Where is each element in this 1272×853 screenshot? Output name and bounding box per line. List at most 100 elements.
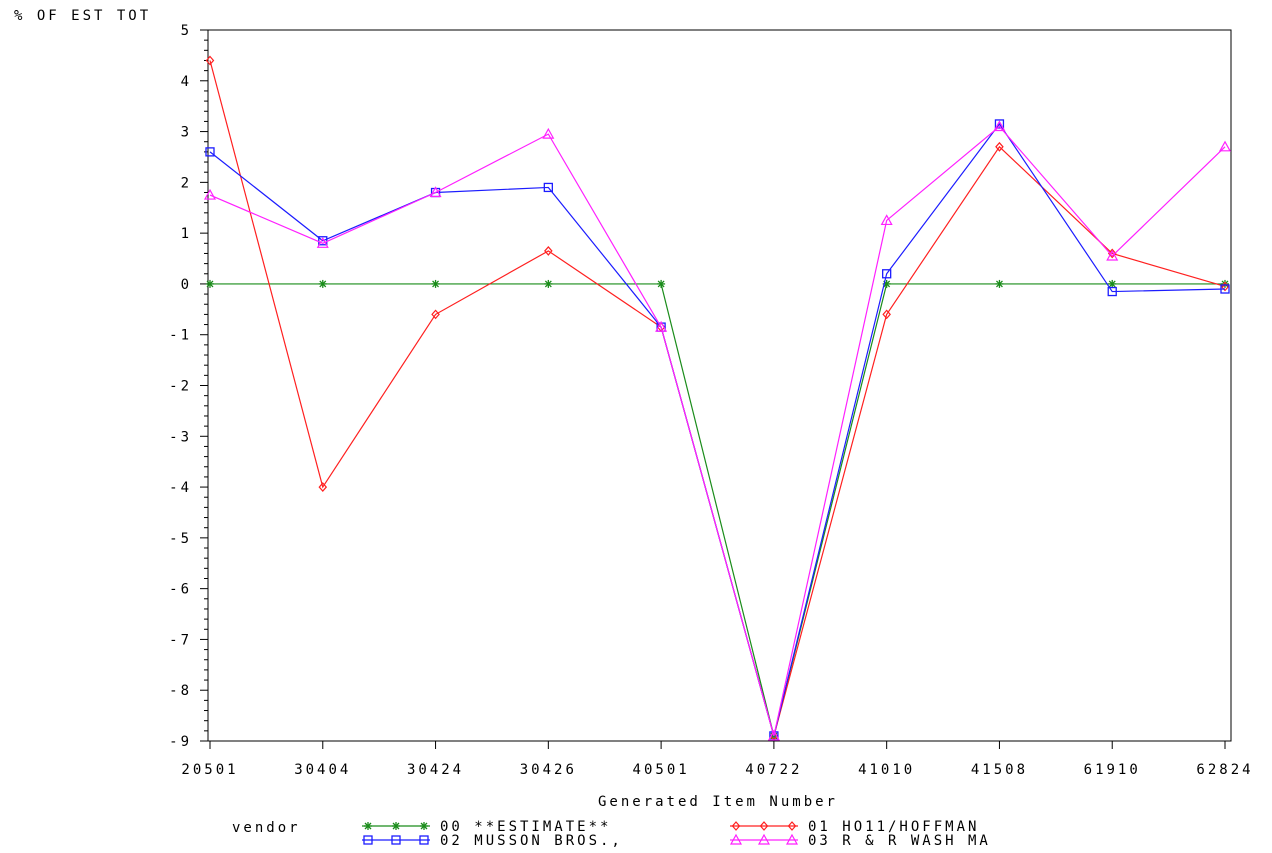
marker-star bbox=[431, 279, 440, 288]
y-tick-label: -4 bbox=[169, 480, 192, 496]
series-triangle bbox=[203, 120, 1232, 741]
marker-diamond bbox=[544, 246, 553, 256]
marker-stroke bbox=[319, 280, 327, 288]
y-tick-label: -8 bbox=[169, 683, 192, 699]
series-line bbox=[209, 60, 1226, 739]
y-tick-label: 1 bbox=[181, 226, 192, 242]
x-axis: 20501 30404 30424 30426 40501 40722 41010 41508… bbox=[181, 741, 1253, 778]
legend-label: 01 HO11/HOFFMAN bbox=[808, 819, 979, 835]
marker-stroke bbox=[544, 280, 552, 288]
marker-square bbox=[318, 236, 328, 246]
y-tick-label: 4 bbox=[181, 74, 192, 90]
y-tick-label: 0 bbox=[181, 277, 192, 293]
x-tick-label: 40722 bbox=[745, 762, 802, 778]
y-tick-label: -1 bbox=[169, 328, 192, 344]
marker-diamond bbox=[1107, 248, 1117, 259]
marker-diamond bbox=[731, 821, 741, 831]
marker-triangle bbox=[1218, 140, 1232, 152]
series-diamond bbox=[205, 55, 1230, 741]
marker-star bbox=[364, 822, 372, 830]
marker-triangle bbox=[203, 188, 217, 200]
marker-stroke bbox=[420, 822, 428, 830]
x-tick-label: 41010 bbox=[858, 762, 915, 778]
y-tick-label: -9 bbox=[169, 734, 192, 750]
y-axis-label: % OF EST TOT bbox=[14, 8, 151, 24]
marker-square bbox=[1220, 284, 1230, 294]
marker-stroke bbox=[995, 280, 1003, 288]
marker-triangle bbox=[542, 127, 555, 139]
x-tick-label: 41508 bbox=[971, 762, 1028, 778]
y-tick-label: 3 bbox=[181, 125, 192, 141]
marker-star bbox=[544, 279, 553, 288]
x-tick-label: 30404 bbox=[294, 762, 351, 778]
x-tick-label: 20501 bbox=[181, 762, 238, 778]
y-tick-label: -5 bbox=[169, 531, 192, 547]
y-tick-label: -2 bbox=[169, 379, 192, 395]
y-axis: 5 4 3 2 1 0 -1 -2 -3 -4 -5 -6 -7 -8 -9 bbox=[169, 23, 208, 750]
marker-triangle bbox=[880, 214, 893, 226]
series-line bbox=[210, 283, 1225, 737]
marker-square bbox=[363, 835, 373, 845]
marker-diamond bbox=[205, 55, 215, 66]
marker-square bbox=[205, 147, 215, 157]
marker-star bbox=[995, 279, 1004, 288]
marker-square bbox=[391, 835, 401, 845]
legend-item: 02 MUSSON BROS., bbox=[362, 833, 623, 849]
marker-star bbox=[206, 279, 214, 288]
x-tick-label: 62824 bbox=[1196, 762, 1253, 778]
marker-triangle bbox=[655, 320, 668, 332]
legend-title: vendor bbox=[232, 820, 301, 836]
marker-square bbox=[1107, 286, 1117, 297]
marker-diamond bbox=[995, 141, 1004, 152]
marker-diamond bbox=[318, 482, 328, 492]
marker-square bbox=[543, 182, 553, 193]
x-tick-label: 40501 bbox=[633, 762, 690, 778]
y-tick-label: 5 bbox=[181, 23, 192, 39]
marker-stroke bbox=[432, 280, 440, 288]
marker-diamond bbox=[787, 821, 797, 831]
marker-stroke bbox=[206, 280, 214, 288]
x-tick-label: 61910 bbox=[1084, 762, 1141, 778]
y-tick-label: -7 bbox=[169, 632, 192, 648]
marker-triangle bbox=[757, 833, 771, 845]
plot-frame bbox=[207, 29, 1232, 742]
marker-stroke bbox=[657, 280, 665, 288]
marker-square bbox=[882, 269, 892, 279]
series-line bbox=[209, 125, 1226, 737]
marker-star bbox=[392, 822, 400, 830]
marker-stroke bbox=[1108, 280, 1116, 288]
y-tick-label: -6 bbox=[169, 582, 192, 598]
marker-triangle bbox=[785, 833, 799, 845]
marker-diamond bbox=[431, 309, 440, 320]
marker-diamond bbox=[759, 821, 769, 831]
marker-triangle bbox=[767, 729, 780, 741]
x-tick-label: 30424 bbox=[407, 762, 464, 778]
marker-star bbox=[318, 279, 327, 288]
x-tick-label: 30426 bbox=[520, 762, 577, 778]
legend-item: 03 R & R WASH MA bbox=[729, 833, 991, 849]
legend-label: 00 **ESTIMATE** bbox=[440, 819, 611, 835]
series-group bbox=[203, 55, 1232, 741]
marker-stroke bbox=[364, 822, 372, 830]
marker-square bbox=[419, 835, 429, 845]
legend: 00 **ESTIMATE** 01 HO11/HOFFMAN 02 MUSSON … bbox=[362, 819, 991, 849]
marker-triangle bbox=[729, 833, 743, 845]
marker-stroke bbox=[392, 822, 400, 830]
marker-triangle bbox=[316, 237, 329, 248]
marker-star bbox=[420, 822, 428, 830]
marker-triangle bbox=[429, 186, 442, 198]
marker-star bbox=[1108, 279, 1117, 288]
marker-stroke bbox=[883, 280, 891, 288]
legend-label: 03 R & R WASH MA bbox=[808, 833, 991, 849]
y-tick-label: -3 bbox=[169, 429, 192, 445]
marker-star bbox=[657, 279, 666, 288]
marker-square bbox=[994, 119, 1005, 129]
legend-label: 02 MUSSON BROS., bbox=[440, 833, 623, 849]
marker-triangle bbox=[1106, 249, 1119, 261]
legend-item: 00 **ESTIMATE** bbox=[362, 819, 611, 835]
x-axis-label: Generated Item Number bbox=[598, 794, 838, 810]
marker-diamond bbox=[882, 309, 891, 320]
y-tick-label: 2 bbox=[181, 175, 192, 191]
series-star bbox=[206, 279, 1229, 740]
